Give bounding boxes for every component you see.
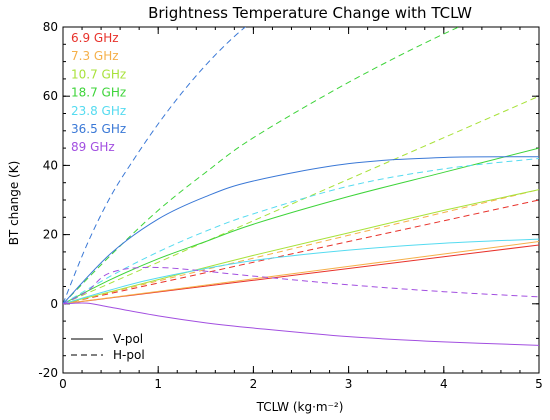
series-hpol-36-5-ghz (63, 27, 247, 304)
y-tick-label: 80 (43, 20, 58, 34)
series-hpol-10-7-ghz (63, 95, 539, 305)
series-hpol-7-3-ghz (63, 189, 539, 305)
series-hpol-18-7-ghz (63, 27, 461, 305)
chart-title: Brightness Temperature Change with TCLW (148, 4, 472, 22)
y-tick-label: -20 (38, 366, 58, 380)
line-style-label: H-pol (113, 348, 145, 362)
plot-frame (62, 26, 540, 374)
line-style-label: V-pol (113, 332, 143, 346)
y-tick-label: 60 (43, 89, 58, 103)
x-axis-title: TCLW (kg·m⁻²) (256, 400, 344, 414)
series-vpol-18-7-ghz (63, 147, 539, 305)
legend-entry: 7.3 GHz (71, 49, 119, 63)
series-vpol-89-ghz (63, 302, 539, 346)
y-tick-label: 40 (43, 158, 58, 172)
series-hpol-23-8-ghz (63, 157, 539, 305)
x-tick-label: 3 (345, 377, 353, 391)
series-hpol-89-ghz (63, 266, 539, 305)
legend-entry: 89 GHz (71, 140, 115, 154)
legend-entry: 6.9 GHz (71, 31, 119, 45)
x-tick-label: 5 (535, 377, 543, 391)
x-tick-label: 0 (59, 377, 67, 391)
legend-entry: 10.7 GHz (71, 67, 126, 81)
y-tick-label: 20 (43, 228, 58, 242)
legend-entry: 36.5 GHz (71, 122, 126, 136)
x-tick-label: 2 (250, 377, 258, 391)
series-hpol-6-9-ghz (63, 199, 539, 305)
series-vpol-7-3-ghz (63, 241, 539, 305)
y-tick-label: 0 (50, 297, 58, 311)
legend: 6.9 GHz 7.3 GHz 10.7 GHz 18.7 GHz 23.8 GHz 36… (71, 31, 126, 154)
legend-entry: 23.8 GHz (71, 104, 126, 118)
series-vpol-36-5-ghz (63, 156, 539, 305)
x-tick-label: 4 (440, 377, 448, 391)
line-style-legend: V-pol H-pol (71, 332, 145, 362)
legend-entry: 18.7 GHz (71, 86, 126, 100)
series-vpol-23-8-ghz (63, 238, 539, 305)
x-tick-label: 1 (154, 377, 162, 391)
y-axis-title: BT change (K) (7, 161, 21, 246)
series-vpol-10-7-ghz (63, 189, 539, 305)
series-vpol-6-9-ghz (63, 244, 539, 305)
series-lines (63, 27, 539, 346)
